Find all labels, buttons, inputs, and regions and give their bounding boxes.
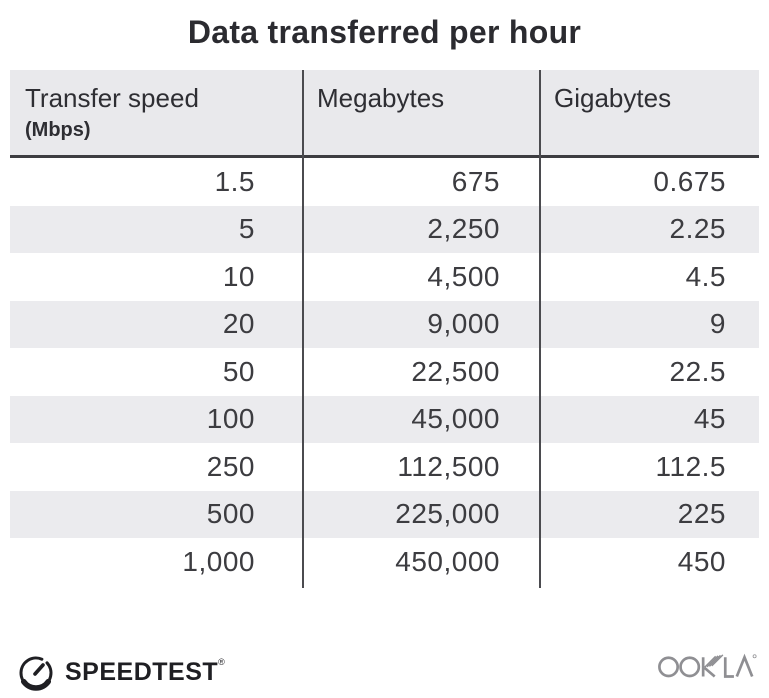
cell-speed: 10 [222,260,255,292]
table-row: 250 112,500 112.5 [10,443,759,491]
column-header-label: Gigabytes [554,83,672,113]
table-body: 1.5 675 0.675 5 2,250 2.25 10 4,500 4.5 20 9,000 9 5… [10,158,759,586]
speedtest-label: SPEEDTEST [65,657,219,686]
table-row: 100 45,000 45 [10,395,759,443]
cell-speed: 250 [206,450,255,482]
column-divider-1 [302,70,304,588]
cell-megabytes: 9,000 [427,308,500,340]
trademark-symbol: ® [218,656,226,667]
column-divider-2 [539,70,541,588]
speedtest-logo: SPEEDTEST® [16,652,225,692]
cell-speed: 5 [238,213,255,245]
table-row: 1.5 675 0.675 [10,158,759,206]
cell-speed: 100 [206,403,255,435]
cell-megabytes: 2,250 [427,213,500,245]
column-header-unit: (Mbps) [25,119,91,141]
cell-gigabytes: 112.5 [655,450,726,482]
column-header-label: Transfer speed [25,83,199,113]
table-header-row: Transfer speed (Mbps) Megabytes Gigabyte… [10,70,759,158]
cell-megabytes: 22,500 [411,355,500,387]
cell-gigabytes: 45 [693,403,726,435]
cell-gigabytes: 4.5 [685,260,726,292]
cell-megabytes: 4,500 [427,260,500,292]
cell-gigabytes: 2.25 [669,213,726,245]
cell-speed: 20 [222,308,255,340]
column-header-transfer-speed: Transfer speed (Mbps) [10,70,303,155]
cell-speed: 1.5 [214,165,255,197]
table-row: 1,000 450,000 450 [10,538,759,586]
cell-megabytes: 45,000 [411,403,500,435]
cell-speed: 1,000 [182,545,255,577]
page-title: Data transferred per hour [187,14,582,50]
cell-speed: 50 [222,355,255,387]
data-table: Transfer speed (Mbps) Megabytes Gigabyte… [10,70,759,588]
cell-gigabytes: 0.675 [653,165,726,197]
cell-gigabytes: 225 [677,498,726,530]
table-row: 50 22,500 22.5 [10,348,759,396]
column-header-megabytes: Megabytes [303,70,540,155]
speedometer-gauge-icon [16,652,56,692]
cell-speed: 500 [206,498,255,530]
column-header-label: Megabytes [317,83,445,113]
speedtest-wordmark: SPEEDTEST® [65,656,226,687]
table-row: 20 9,000 9 [10,300,759,348]
ookla-logo [657,646,757,687]
table-row: 500 225,000 225 [10,490,759,538]
cell-megabytes: 675 [451,165,500,197]
cell-gigabytes: 9 [709,308,726,340]
cell-gigabytes: 22.5 [669,355,726,387]
table-row: 10 4,500 4.5 [10,253,759,301]
cell-megabytes: 112,500 [397,450,500,482]
cell-megabytes: 450,000 [395,545,500,577]
table-row: 5 2,250 2.25 [10,205,759,253]
cell-megabytes: 225,000 [395,498,500,530]
cell-gigabytes: 450 [677,545,726,577]
column-header-gigabytes: Gigabytes [540,70,759,155]
